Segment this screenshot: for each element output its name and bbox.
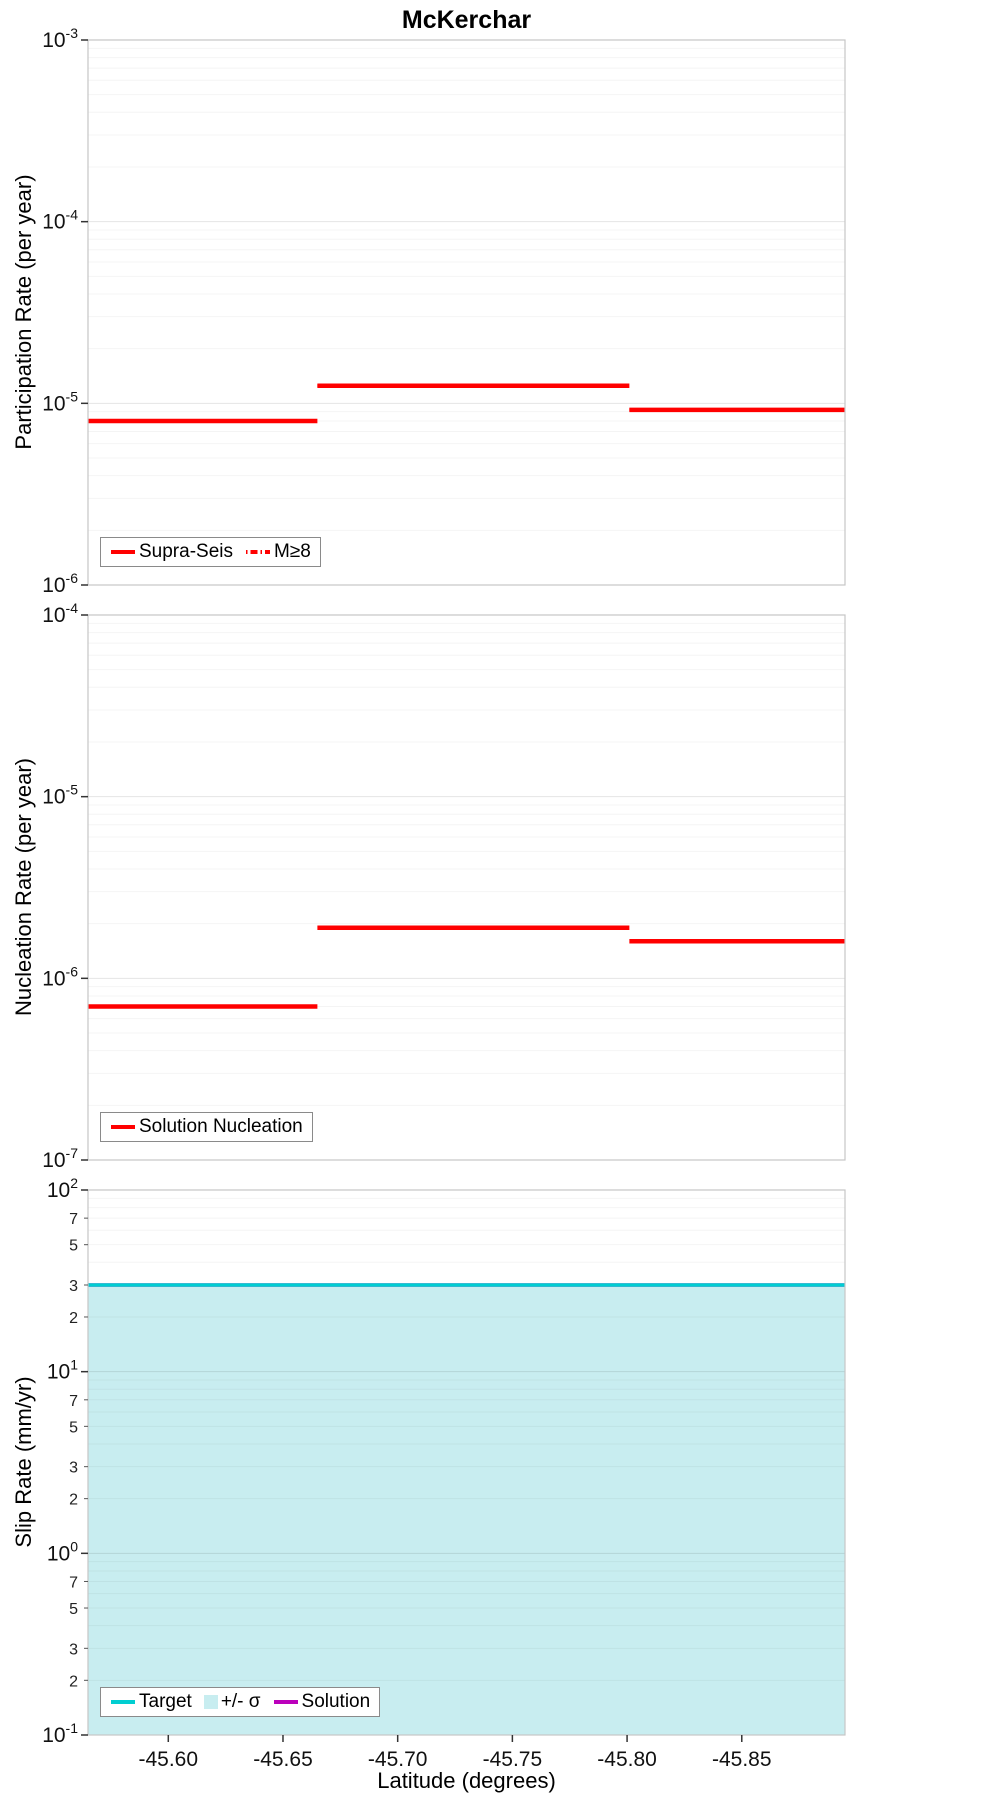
legend-patch-swatch xyxy=(203,1695,218,1709)
y-minor-tick-label: 5 xyxy=(69,1419,78,1436)
y-tick-label: 10-5 xyxy=(42,388,78,415)
y-tick-label: 100 xyxy=(47,1538,78,1565)
legend-item-: +/- σ xyxy=(203,1691,261,1713)
y-minor-tick-label: 7 xyxy=(69,1574,78,1591)
y-tick-label: 10-7 xyxy=(42,1145,78,1172)
gridlines xyxy=(88,1189,845,1736)
y-minor-tick-label: 2 xyxy=(69,1673,78,1690)
y-tick-labels: 10-3 10-4 10-5 10-6 xyxy=(42,25,88,597)
y-minor-tick-label: 2 xyxy=(69,1492,78,1509)
y-tick-label: 10-4 xyxy=(42,207,78,234)
y-tick-label: 10-6 xyxy=(42,570,78,597)
x-tick-label: -45.70 xyxy=(368,1748,428,1771)
y-minor-tick-label: 5 xyxy=(69,1238,78,1255)
gridlines xyxy=(88,39,845,586)
x-tick-label: -45.85 xyxy=(712,1748,772,1771)
legend-label: Supra-Seis xyxy=(139,541,233,562)
y-minor-tick-label: 2 xyxy=(69,1310,78,1327)
plot-border xyxy=(87,1189,846,1736)
legend-participation-rate: Supra-Seis M≥8 xyxy=(100,537,321,567)
legend-label: M≥8 xyxy=(274,541,311,562)
y-tick-label: 10-3 xyxy=(42,25,78,52)
y-tick-label: 102 xyxy=(47,1175,78,1202)
y-tick-labels: 10-4 10-5 10-6 10-7 xyxy=(42,600,88,1172)
m-8-line xyxy=(88,384,845,423)
legend-label: Solution Nucleation xyxy=(139,1116,303,1137)
legend-item-m-8: M≥8 xyxy=(245,541,311,563)
legend-slip-rate: Target +/- σ Solution xyxy=(100,1687,381,1717)
y-minor-tick-label: 7 xyxy=(69,1393,78,1410)
y-minor-tick-label: 3 xyxy=(69,1460,78,1477)
y-tick-label: 10-1 xyxy=(42,1720,78,1747)
panel-nucleation-rate: 10-4 10-5 10-6 10-7 xyxy=(42,600,846,1172)
panel-slip-rate: 102 101 100 10-1 7 5 3 2 7 5 3 2 7 5 3 2 xyxy=(42,1175,846,1747)
x-tick-label: -45.75 xyxy=(483,1748,543,1771)
y-tick-label: 10-4 xyxy=(42,600,78,627)
x-tick-label: -45.65 xyxy=(253,1748,313,1771)
figure-title: McKerchar xyxy=(401,6,532,34)
legend-line-swatch xyxy=(273,1697,299,1707)
y-minor-tick-label: 3 xyxy=(69,1641,78,1658)
legend-nucleation-rate: Solution Nucleation xyxy=(100,1112,313,1142)
x-axis-title: Latitude (degrees) xyxy=(377,1768,556,1793)
x-tick-label: -45.60 xyxy=(139,1748,199,1771)
y-minor-tick-label: 7 xyxy=(69,1211,78,1228)
y-minor-tick-label: 5 xyxy=(69,1601,78,1618)
legend-line-swatch xyxy=(110,547,136,557)
legend-label: +/- σ xyxy=(220,1691,261,1712)
panel-participation-rate: 10-3 10-4 10-5 10-6 xyxy=(42,25,846,597)
y-tick-label: 10-6 xyxy=(42,963,78,990)
legend-line-swatch xyxy=(110,1122,136,1132)
legend-label: Solution xyxy=(301,1691,371,1712)
legend-line-swatch xyxy=(110,1697,136,1707)
legend-line-swatch xyxy=(245,547,271,557)
x-tick-labels: -45.60 -45.65 -45.70 -45.75 -45.80 -45.85 xyxy=(139,1735,772,1771)
legend-item-solution-nucleation: Solution Nucleation xyxy=(110,1116,303,1138)
plot-border xyxy=(87,39,846,586)
solution-nucleation-line xyxy=(88,925,845,1009)
legend-label: Target xyxy=(139,1691,192,1712)
plot-background xyxy=(88,40,845,585)
y-tick-label: 101 xyxy=(47,1357,78,1384)
legend-item-solution: Solution xyxy=(273,1691,371,1713)
y-tick-labels: 102 101 100 10-1 7 5 3 2 7 5 3 2 7 5 3 2 xyxy=(42,1175,88,1747)
y-tick-label: 10-5 xyxy=(42,782,78,809)
plot-background xyxy=(88,615,845,1160)
legend-item-supra-seis: Supra-Seis xyxy=(110,541,233,563)
legend-item-target: Target xyxy=(110,1691,192,1713)
y-minor-tick-label: 3 xyxy=(69,1278,78,1295)
uncertainty-band xyxy=(88,1284,845,1735)
plot-border xyxy=(87,614,846,1161)
x-tick-label: -45.80 xyxy=(597,1748,657,1771)
